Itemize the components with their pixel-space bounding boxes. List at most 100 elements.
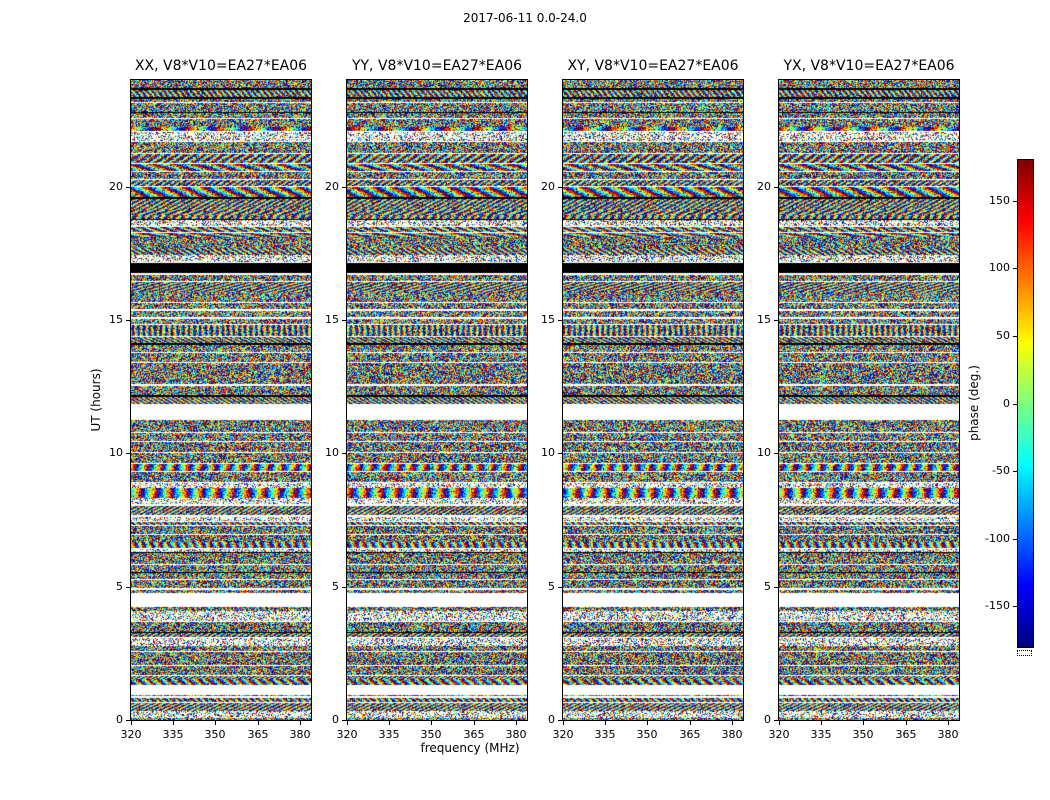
- y-tick: [558, 720, 562, 721]
- colorbar: phase (deg.) 150 100 50 0 -50 -100 -150: [967, 159, 1034, 656]
- y-tick: [342, 320, 346, 321]
- y-tick: [126, 320, 130, 321]
- heatmap-canvas-xy: [562, 79, 744, 721]
- y-axis-label: UT (hours): [89, 368, 103, 432]
- panel-title-yx: YX, V8*V10=EA27*EA06: [783, 58, 955, 74]
- y-tick-label: 15: [109, 313, 123, 326]
- heatmap-canvas-xx: [130, 79, 312, 721]
- y-tick-label: 5: [764, 580, 771, 593]
- x-tick-label: 365: [247, 728, 269, 741]
- x-tick: [516, 721, 517, 725]
- x-tick: [906, 721, 907, 725]
- x-tick: [821, 721, 822, 725]
- y-tick-label: 15: [325, 313, 339, 326]
- figure-suptitle: 2017-06-11 0.0-24.0: [463, 11, 587, 25]
- x-tick-label: 365: [679, 728, 701, 741]
- x-tick-label: 320: [120, 728, 142, 741]
- y-tick-label: 15: [541, 313, 555, 326]
- y-tick-label: 20: [757, 180, 771, 193]
- x-tick-label: 380: [937, 728, 959, 741]
- colorbar-tick: [1013, 336, 1017, 337]
- colorbar-tick-label: -150: [985, 599, 1010, 612]
- x-tick: [563, 721, 564, 725]
- x-tick-label: 380: [721, 728, 743, 741]
- x-tick: [347, 721, 348, 725]
- x-tick: [431, 721, 432, 725]
- x-tick: [173, 721, 174, 725]
- colorbar-tick: [1013, 539, 1017, 540]
- x-tick: [779, 721, 780, 725]
- colorbar-canvas: [1017, 159, 1034, 648]
- y-tick-label: 0: [116, 713, 123, 726]
- x-tick: [300, 721, 301, 725]
- y-tick: [126, 187, 130, 188]
- y-tick-label: 10: [541, 446, 555, 459]
- y-tick: [774, 587, 778, 588]
- x-tick-label: 320: [768, 728, 790, 741]
- y-tick-label: 20: [325, 180, 339, 193]
- x-tick-label: 350: [420, 728, 442, 741]
- x-tick-label: 335: [378, 728, 400, 741]
- panel-yy: YY, V8*V10=EA27*EA06 320 335 350 365 380 0 5 10 1…: [325, 58, 528, 741]
- x-tick: [389, 721, 390, 725]
- panel-title-yy: YY, V8*V10=EA27*EA06: [351, 58, 523, 74]
- colorbar-tick-label: 150: [989, 194, 1010, 207]
- heatmap-canvas-yx: [778, 79, 960, 721]
- colorbar-tick: [1013, 606, 1017, 607]
- y-tick-label: 10: [757, 446, 771, 459]
- colorbar-tick: [1013, 471, 1017, 472]
- x-tick: [605, 721, 606, 725]
- y-tick: [126, 720, 130, 721]
- y-tick-label: 20: [109, 180, 123, 193]
- colorbar-tick-label: 100: [989, 261, 1010, 274]
- y-tick-label: 20: [541, 180, 555, 193]
- y-tick-label: 0: [548, 713, 555, 726]
- colorbar-tick-label: -100: [985, 532, 1010, 545]
- y-tick: [774, 187, 778, 188]
- x-tick: [647, 721, 648, 725]
- colorbar-tick-label: 0: [1003, 397, 1010, 410]
- x-tick: [863, 721, 864, 725]
- y-tick: [558, 453, 562, 454]
- y-tick-label: 5: [332, 580, 339, 593]
- panel-title-xx: XX, V8*V10=EA27*EA06: [134, 58, 308, 74]
- y-tick: [774, 720, 778, 721]
- y-tick: [342, 187, 346, 188]
- panel-xy: XY, V8*V10=EA27*EA06 320 335 350 365 380 0 5 10 1…: [541, 58, 744, 741]
- colorbar-tick-label: 50: [996, 329, 1010, 342]
- y-tick: [558, 187, 562, 188]
- colorbar-tick: [1013, 404, 1017, 405]
- y-tick: [126, 453, 130, 454]
- x-tick: [258, 721, 259, 725]
- y-tick: [558, 320, 562, 321]
- x-tick: [690, 721, 691, 725]
- y-tick-label: 15: [757, 313, 771, 326]
- y-tick-label: 5: [548, 580, 555, 593]
- y-tick: [774, 453, 778, 454]
- y-tick: [342, 587, 346, 588]
- x-tick-label: 335: [162, 728, 184, 741]
- y-tick: [342, 720, 346, 721]
- y-tick: [126, 587, 130, 588]
- x-tick-label: 380: [505, 728, 527, 741]
- panel-title-xy: XY, V8*V10=EA27*EA06: [567, 58, 739, 74]
- x-tick: [474, 721, 475, 725]
- x-tick: [215, 721, 216, 725]
- y-tick: [558, 587, 562, 588]
- x-axis-label: frequency (MHz): [420, 741, 520, 755]
- x-tick-label: 350: [852, 728, 874, 741]
- colorbar-tick: [1013, 268, 1017, 269]
- x-tick-label: 380: [289, 728, 311, 741]
- x-tick: [732, 721, 733, 725]
- panel-xx: XX, V8*V10=EA27*EA06 320 335 350 365 380 0 5 10 1…: [109, 58, 312, 741]
- heatmap-canvas-yy: [346, 79, 528, 721]
- y-tick-label: 10: [109, 446, 123, 459]
- y-tick-label: 10: [325, 446, 339, 459]
- x-tick-label: 350: [636, 728, 658, 741]
- y-tick-label: 0: [764, 713, 771, 726]
- colorbar-extension: [1017, 650, 1032, 656]
- y-tick-label: 5: [116, 580, 123, 593]
- panel-yx: YX, V8*V10=EA27*EA06 320 335 350 365 380 0 5 10 1…: [757, 58, 960, 741]
- x-tick: [131, 721, 132, 725]
- y-tick: [774, 320, 778, 321]
